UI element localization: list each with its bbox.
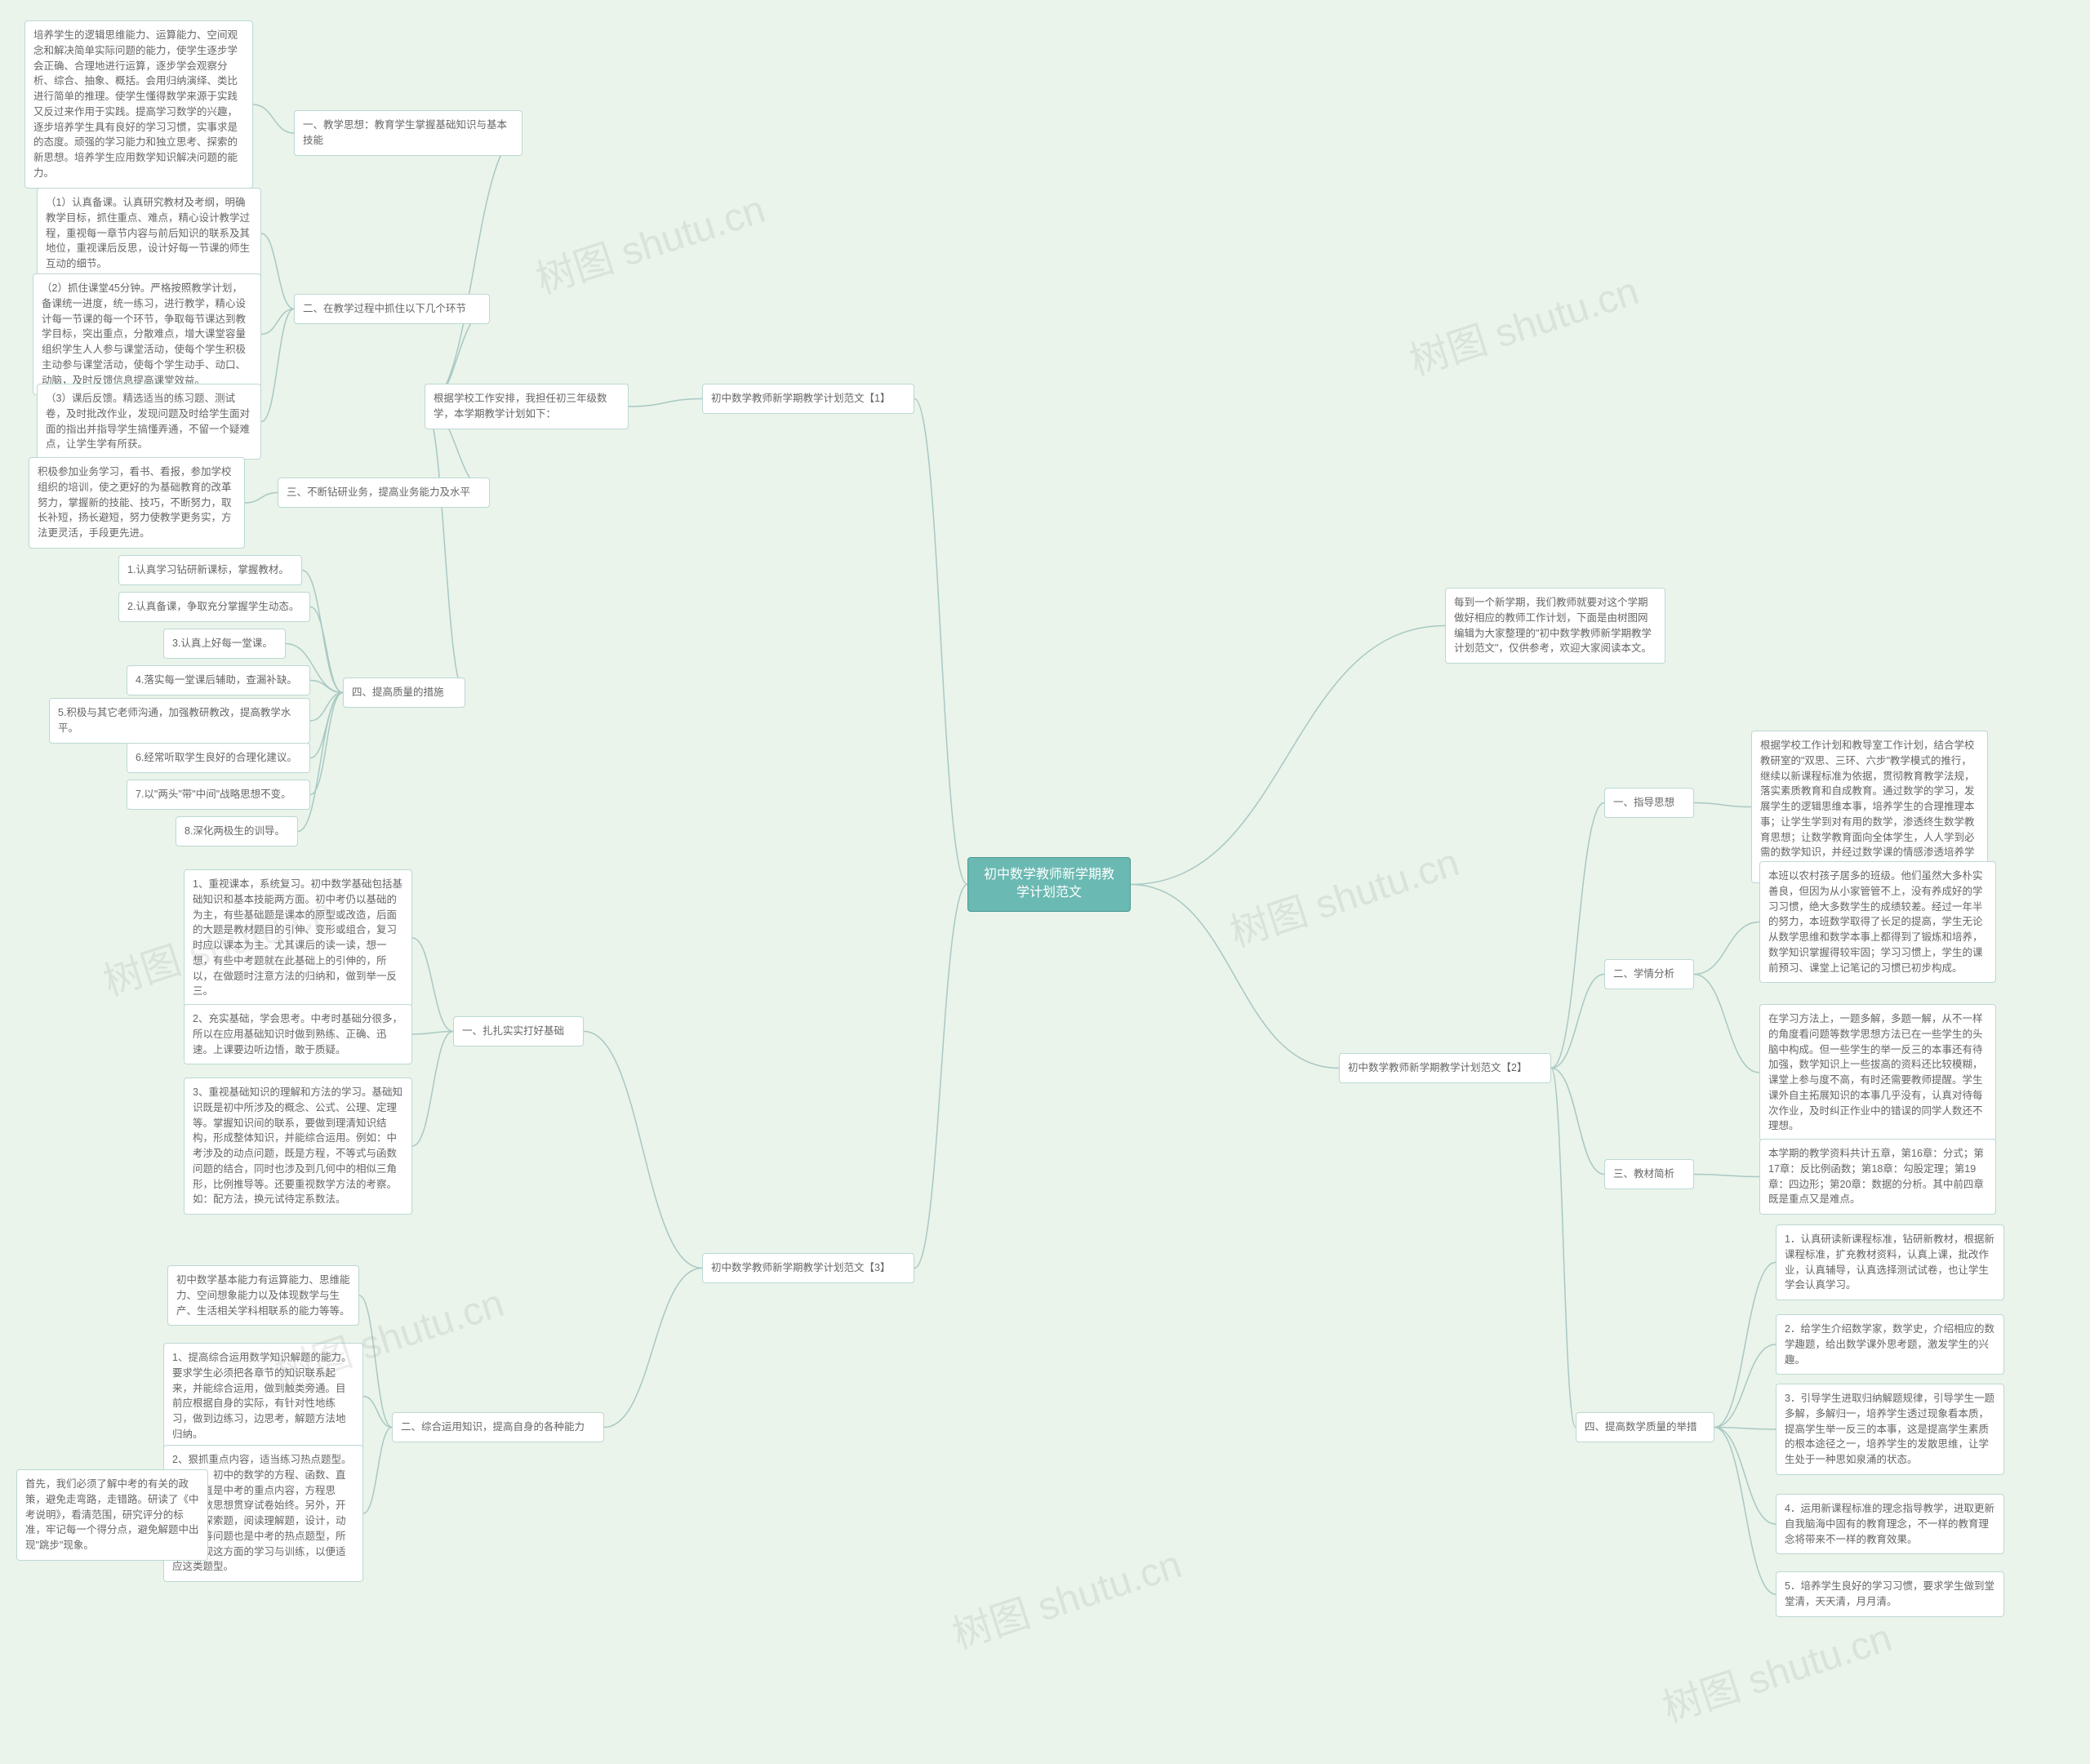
watermark: 树图 shutu.cn — [1221, 830, 1465, 958]
connector — [412, 938, 453, 1032]
node-p1_4_1: 1.认真学习钻研新课标，掌握教材。 — [118, 555, 302, 585]
connector — [1551, 1069, 1604, 1175]
node-p2_4_5: 5．培养学生良好的学习习惯，要求学生做到堂堂清，天天清，月月清。 — [1776, 1571, 2004, 1617]
connector — [584, 1032, 702, 1269]
connector — [1714, 1344, 1776, 1428]
node-p3_1: 一、扎扎实实打好基础 — [453, 1016, 584, 1046]
node-p1_2: 二、在教学过程中抓住以下几个环节 — [294, 294, 490, 324]
connector — [1714, 1263, 1776, 1428]
node-p1_4_3: 3.认真上好每一堂课。 — [163, 629, 286, 659]
connector — [310, 607, 343, 693]
connector — [245, 493, 278, 504]
connector — [363, 1428, 392, 1514]
connector — [914, 399, 967, 885]
connector — [363, 1397, 392, 1428]
node-p1_3_1: 积极参加业务学习，看书、看报，参加学校组织的培训，使之更好的为基础教育的改革努力… — [29, 457, 245, 549]
node-p3_2_1: 1、提高综合运用数学知识解题的能力。要求学生必须把各章节的知识联系起来，并能综合… — [163, 1343, 363, 1450]
node-p3_1_3: 3、重视基础知识的理解和方法的学习。基础知识既是初中所涉及的概念、公式、公理、定… — [184, 1078, 412, 1215]
connector — [1551, 975, 1604, 1069]
connector — [1714, 1428, 1776, 1430]
node-p1_3: 三、不断钻研业务，提高业务能力及水平 — [278, 478, 490, 508]
connector — [1694, 803, 1751, 807]
node-p2_4_1: 1．认真研读新课程标准，钻研新教材，根据新课程标准，扩充教材资料，认真上课，批改… — [1776, 1224, 2004, 1300]
node-p3_1_1: 1、重视课本，系统复习。初中数学基础包括基础知识和基本技能两方面。初中考仍以基础… — [184, 869, 412, 1006]
node-p1_4: 四、提高质量的措施 — [343, 678, 465, 708]
connector — [1714, 1428, 1776, 1525]
node-p2_4_4: 4．运用新课程标准的理念指导教学，进取更新自我脑海中固有的教育理念，不一样的教育… — [1776, 1494, 2004, 1554]
connector — [1694, 975, 1759, 1073]
watermark: 树图 shutu.cn — [944, 1532, 1187, 1660]
node-p2_2_1: 本班以农村孩子居多的班级。他们虽然大多朴实善良，但因为从小家管管不上，没有养成好… — [1759, 861, 1996, 983]
connector — [253, 104, 294, 133]
node-p3_2: 二、综合运用知识，提高自身的各种能力 — [392, 1412, 604, 1442]
node-p1_2_2: （2）抓住课堂45分钟。严格按照教学计划，备课统一进度，统一练习，进行教学，精心… — [33, 273, 261, 395]
node-p3: 初中数学教师新学期教学计划范文【3】 — [702, 1253, 914, 1283]
connector — [604, 1269, 702, 1428]
connector — [261, 309, 294, 422]
connector — [310, 693, 343, 758]
connector — [261, 309, 294, 335]
connector — [310, 693, 343, 795]
node-p2_4_2: 2．给学生介绍数学家，数学史，介绍相应的数学趣题，给出数学课外思考题，激发学生的… — [1776, 1314, 2004, 1375]
watermark: 树图 shutu.cn — [1654, 1606, 1897, 1733]
node-p2_3: 三、教材简析 — [1604, 1159, 1694, 1189]
node-p1_4_5: 5.积极与其它老师沟通，加强教研教改，提高教学水平。 — [49, 698, 310, 744]
node-p2_1: 一、指导思想 — [1604, 788, 1694, 818]
connector — [1551, 803, 1604, 1069]
connector — [425, 133, 522, 407]
connector — [412, 1032, 453, 1035]
node-p1: 初中数学教师新学期教学计划范文【1】 — [702, 384, 914, 414]
watermark: 树图 shutu.cn — [527, 177, 771, 304]
root-node: 初中数学教师新学期教学计划范文 — [967, 857, 1131, 912]
node-intro: 每到一个新学期，我们教师就要对这个学期做好相应的教师工作计划，下面是由树图网编辑… — [1445, 588, 1665, 664]
node-p3_1_2: 2、充实基础，学会思考。中考时基础分很多，所以在应用基础知识时做到熟练、正确、迅… — [184, 1004, 412, 1064]
node-p2_4_3: 3．引导学生进取归纳解题规律，引导学生一题多解，多解归一，培养学生透过现象看本质… — [1776, 1384, 2004, 1475]
node-p1_2_1: （1）认真备课。认真研究教材及考纲，明确教学目标，抓住重点、难点，精心设计教学过… — [37, 188, 261, 279]
node-p1_4_7: 7.以"两头"带"中间"战略思想不变。 — [127, 780, 310, 810]
node-p2_1_1: 根据学校工作计划和教导室工作计划，结合学校教研室的"双思、三环、六步"教学模式的… — [1751, 731, 1988, 883]
node-p1_pre: 根据学校工作安排，我担任初三年级数学，本学期教学计划如下： — [425, 384, 629, 429]
node-p3_2_pre: 初中数学基本能力有运算能力、思维能力、空间想象能力以及体现数学与生产、生活相关学… — [167, 1265, 359, 1326]
connector — [1714, 1428, 1776, 1595]
node-p2_4: 四、提高数学质量的举措 — [1576, 1412, 1714, 1442]
connector — [359, 1295, 392, 1428]
node-p1_1: 一、教学思想：教育学生掌握基础知识与基本技能 — [294, 110, 522, 156]
node-p1_4_8: 8.深化两极生的训导。 — [176, 816, 298, 846]
connector — [629, 399, 702, 407]
node-p1_2_3: （3）课后反馈。精选适当的练习题、测试卷，及时批改作业，发现问题及时给学生面对面… — [37, 384, 261, 460]
watermark: 树图 shutu.cn — [1401, 259, 1644, 386]
connector — [1551, 1069, 1576, 1428]
node-p1_1_1: 培养学生的逻辑思维能力、运算能力、空间观念和解决简单实际问题的能力，使学生逐步学… — [24, 20, 253, 189]
connector — [1694, 1175, 1759, 1177]
node-p3_2_ex: 首先，我们必须了解中考的有关的政策，避免走弯路，走错路。研读了《中考说明》，看清… — [16, 1469, 208, 1561]
connector — [1131, 885, 1339, 1069]
node-p1_4_6: 6.经常听取学生良好的合理化建议。 — [127, 743, 310, 773]
node-p2: 初中数学教师新学期教学计划范文【2】 — [1339, 1053, 1551, 1083]
connector — [1131, 626, 1445, 885]
connector — [412, 1032, 453, 1147]
node-p1_4_2: 2.认真备课，争取充分掌握学生动态。 — [118, 592, 310, 622]
connector — [261, 233, 294, 309]
connector — [1694, 922, 1759, 975]
connector — [310, 681, 343, 693]
node-p2_2_2: 在学习方法上，一题多解，多题一解，从不一样的角度看问题等数学思想方法已在一些学生… — [1759, 1004, 1996, 1141]
connector — [914, 885, 967, 1269]
connector — [310, 693, 343, 722]
node-p1_4_4: 4.落实每一堂课后辅助，查漏补缺。 — [127, 665, 310, 695]
node-p2_2: 二、学情分析 — [1604, 959, 1694, 989]
node-p2_3_1: 本学期的教学资料共计五章，第16章：分式；第17章：反比例函数；第18章：勾股定… — [1759, 1139, 1996, 1215]
connector — [425, 407, 465, 693]
